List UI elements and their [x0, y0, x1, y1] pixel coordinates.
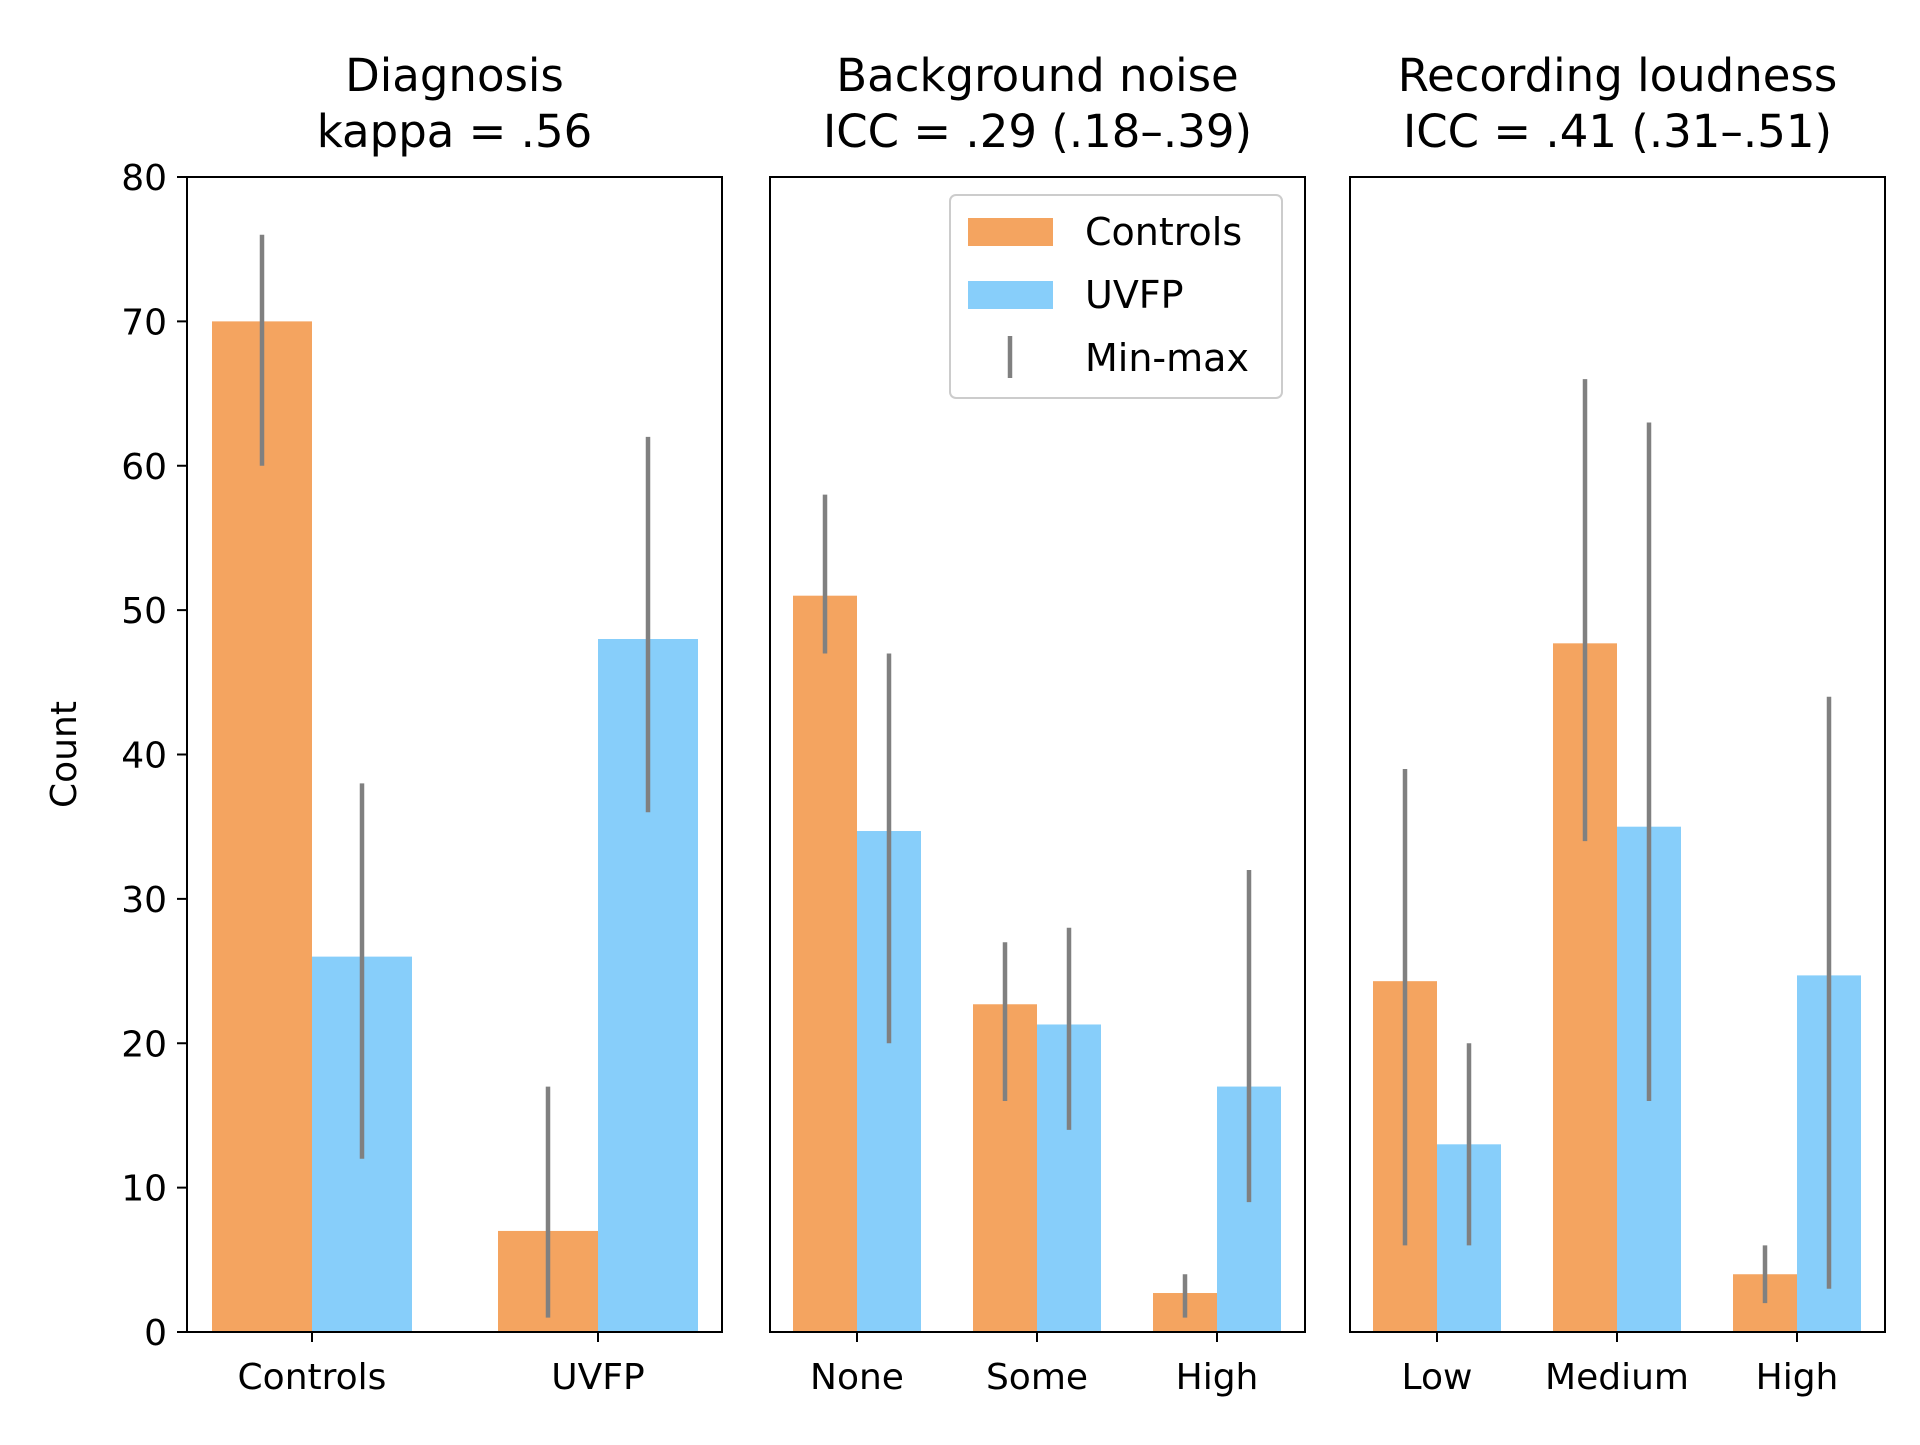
y-tick-label: 30	[121, 880, 167, 921]
y-tick-label: 0	[144, 1313, 167, 1354]
legend-label-minmax: Min-max	[1085, 336, 1249, 380]
x-tick-label: High	[1176, 1357, 1259, 1398]
legend-label-uvfp: UVFP	[1085, 273, 1184, 317]
y-tick-label: 10	[121, 1169, 167, 1210]
y-tick-label: 40	[121, 736, 167, 777]
x-tick-label: Controls	[238, 1357, 387, 1398]
panel-subtitle: ICC = .29 (.18–.39)	[823, 105, 1252, 158]
panel-title: Background noise	[836, 49, 1238, 102]
legend-label-controls: Controls	[1085, 210, 1242, 254]
bar-controls-controls	[212, 321, 312, 1332]
x-tick-label: Low	[1402, 1357, 1473, 1398]
x-tick-label: Some	[986, 1357, 1088, 1398]
x-tick-label: High	[1756, 1357, 1839, 1398]
y-tick-label: 80	[121, 158, 167, 199]
x-tick-label: UVFP	[551, 1357, 644, 1398]
bar-controls-none	[793, 595, 857, 1332]
panel-title: Recording loudness	[1398, 49, 1838, 102]
panel-title: Diagnosis	[345, 49, 564, 102]
panel-subtitle: ICC = .41 (.31–.51)	[1403, 105, 1832, 158]
y-tick-label: 60	[121, 447, 167, 488]
y-tick-label: 70	[121, 302, 167, 343]
y-tick-label: 50	[121, 591, 167, 632]
x-tick-label: Medium	[1545, 1357, 1689, 1398]
x-tick-label: None	[810, 1357, 904, 1398]
legend-swatch-uvfp	[968, 281, 1053, 309]
legend-swatch-controls	[968, 218, 1053, 246]
y-tick-label: 20	[121, 1024, 167, 1065]
axes-frame	[1349, 176, 1886, 1333]
axes-frame	[769, 176, 1306, 1333]
legend: Controls UVFP Min-max	[949, 194, 1283, 399]
y-axis-label: Count	[44, 701, 85, 808]
panel-subtitle: kappa = .56	[317, 105, 592, 158]
